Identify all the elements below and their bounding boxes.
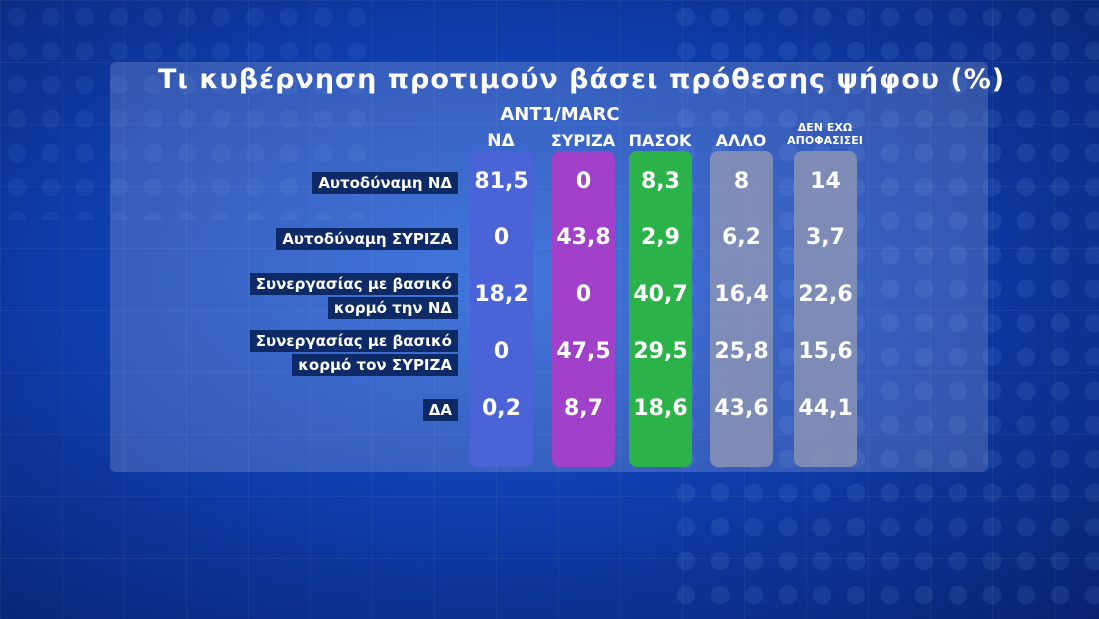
table-cell: 6,2 [722,225,761,250]
row-label-line: κορμό την ΝΔ [327,297,458,319]
row-label-line: Συνεργασίας με βασικό [249,273,458,295]
row-label: Αυτοδύναμη ΝΔ [312,171,458,196]
table-cell: 3,7 [806,225,845,250]
table-cell: 47,5 [556,339,611,364]
table-cell: 0 [493,339,510,364]
row-label: Αυτοδύναμη ΣΥΡΙΖΑ [276,227,458,252]
table-cell: 22,6 [798,282,853,307]
column-header-nd: ΝΔ [487,131,515,151]
column-header-other: ΑΛΛΟ [715,131,767,150]
table-cell: 18,2 [474,282,529,307]
row-label-line: ΔΑ [422,398,458,421]
column-bar-pasok [629,151,692,467]
table-cell: 8,7 [564,396,603,421]
table-cell: 0 [575,169,592,194]
row-label-line: Συνεργασίας με βασικό [249,330,458,352]
table-cell: 43,8 [556,225,611,250]
column-header-undecided: ΔΕΝ ΕΧΩ ΑΠΟΦΑΣΙΣΕΙ [787,121,863,147]
row-label: Συνεργασίας με βασικό κορμό την ΝΔ [249,273,458,321]
column-bar-other [710,151,773,467]
table-cell: 18,6 [633,396,688,421]
table-cell: 44,1 [798,396,853,421]
row-label-line: Αυτοδύναμη ΣΥΡΙΖΑ [276,227,458,250]
table-cell: 40,7 [633,282,688,307]
row-label-line: Αυτοδύναμη ΝΔ [312,171,458,194]
table-cell: 43,6 [714,396,769,421]
column-header-syriza: ΣΥΡΙΖΑ [550,131,616,150]
column-bar-syriza [552,151,615,467]
table-cell: 8,3 [641,169,680,194]
source-label: ANT1/MARC [500,104,620,125]
table-cell: 25,8 [714,339,769,364]
table-cell: 81,5 [474,169,529,194]
table-cell: 0,2 [482,396,521,421]
row-label-line: κορμό τον ΣΥΡΙΖΑ [292,354,458,376]
table-cell: 16,4 [714,282,769,307]
column-bar-nd [470,151,533,467]
table-cell: 0 [575,282,592,307]
table-cell: 14 [810,169,841,194]
row-label: Συνεργασίας με βασικό κορμό τον ΣΥΡΙΖΑ [249,330,458,378]
row-label: ΔΑ [422,398,458,423]
chart-title: Τι κυβέρνηση προτιμούν βάσει πρόθεσης ψή… [158,64,1006,95]
table-cell: 29,5 [633,339,688,364]
table-cell: 8 [733,169,750,194]
table-cell: 2,9 [641,225,680,250]
column-bar-undecided [794,151,857,467]
table-cell: 15,6 [798,339,853,364]
table-cell: 0 [493,225,510,250]
column-header-pasok: ΠΑΣΟΚ [628,131,692,150]
